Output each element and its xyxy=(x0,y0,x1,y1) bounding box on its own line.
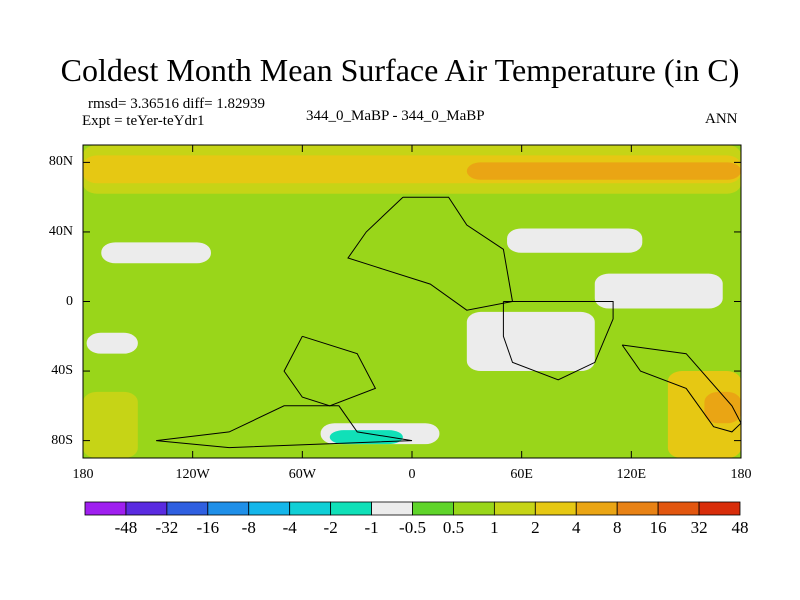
colorbar-swatch xyxy=(289,501,332,516)
colorbar-label: -1 xyxy=(364,518,379,537)
y-tick-label: 0 xyxy=(66,293,73,309)
colorbar-label: -2 xyxy=(323,518,338,537)
colorbar-label: -48 xyxy=(114,518,138,537)
x-tick-label: 180 xyxy=(730,467,752,482)
field-region-asia-gray xyxy=(507,228,643,253)
colorbar-swatch xyxy=(412,501,454,516)
colorbar-swatch xyxy=(616,501,659,516)
colorbar-swatch xyxy=(84,501,127,516)
x-tick-label: 120W xyxy=(175,467,210,482)
continent-outline xyxy=(502,301,614,381)
colorbar-label: 8 xyxy=(612,518,622,537)
colorbar-label: -16 xyxy=(196,518,220,537)
colorbar-label: 2 xyxy=(531,518,540,537)
field-region-north-pacific-gray xyxy=(101,242,211,264)
season-label: ANN xyxy=(705,111,738,127)
colorbar-label: 48 xyxy=(731,518,749,537)
colorbar-swatch xyxy=(248,501,291,516)
colorbar-swatch xyxy=(657,501,700,516)
continent-outlines xyxy=(156,196,742,449)
y-tick-label: 80S xyxy=(51,432,73,448)
colorbar-swatch xyxy=(534,501,577,516)
field-region-south-pacific-gray xyxy=(86,332,138,354)
continent-outline xyxy=(347,196,514,311)
colorbar-swatch xyxy=(207,501,250,516)
y-tick-label: 40S xyxy=(51,363,73,379)
x-tick-label: 0 xyxy=(408,467,416,482)
colorbar-swatch xyxy=(371,501,413,516)
colorbar-label: 4 xyxy=(572,518,581,537)
expt-label: Expt = teYer-teYdr1 xyxy=(82,113,205,129)
field-region-southeast-hot xyxy=(704,391,741,424)
colorbar-label: -8 xyxy=(241,518,256,537)
x-tick-label: 60W xyxy=(288,467,316,482)
colorbar-swatch xyxy=(493,501,536,516)
y-tick-label: 40N xyxy=(48,223,73,239)
colorbar xyxy=(84,501,741,516)
field-region-southwest-warm xyxy=(83,391,138,458)
colorbar-label: 0.5 xyxy=(442,518,465,537)
colorbar-swatch xyxy=(453,501,495,516)
field-region-east-pacific-gray xyxy=(594,273,723,309)
field-region-arctic-warm-core xyxy=(466,162,741,180)
colorbar-label: -0.5 xyxy=(399,518,426,537)
x-tick-label: 120E xyxy=(616,467,647,482)
stats-label: rmsd= 3.36516 diff= 1.82939 xyxy=(88,96,266,112)
colorbar-label: 16 xyxy=(649,518,667,537)
x-tick-label: 180 xyxy=(72,467,94,482)
temperature-field xyxy=(83,145,741,458)
colorbar-label: 32 xyxy=(690,518,708,537)
colorbar-label: -4 xyxy=(282,518,297,537)
colorbar-swatch xyxy=(698,501,741,516)
x-tick-label: 60E xyxy=(510,467,533,482)
field-region-antarctic-cyan xyxy=(329,430,403,445)
axis-ticks xyxy=(82,145,742,458)
continent-outline xyxy=(156,405,413,449)
colorbar-swatch xyxy=(330,501,372,516)
chart-title: Coldest Month Mean Surface Air Temperatu… xyxy=(60,52,740,88)
subtitle-label: 344_0_MaBP - 344_0_MaBP xyxy=(306,108,485,124)
colorbar-swatch xyxy=(125,501,168,516)
colorbar-swatch xyxy=(166,501,209,516)
colorbar-swatch xyxy=(575,501,618,516)
field-region-south-indian-gray xyxy=(466,311,595,372)
continent-outline xyxy=(621,344,742,433)
y-tick-label: 80N xyxy=(48,154,73,170)
colorbar-label: 1 xyxy=(490,518,499,537)
colorbar-label: -32 xyxy=(155,518,179,537)
